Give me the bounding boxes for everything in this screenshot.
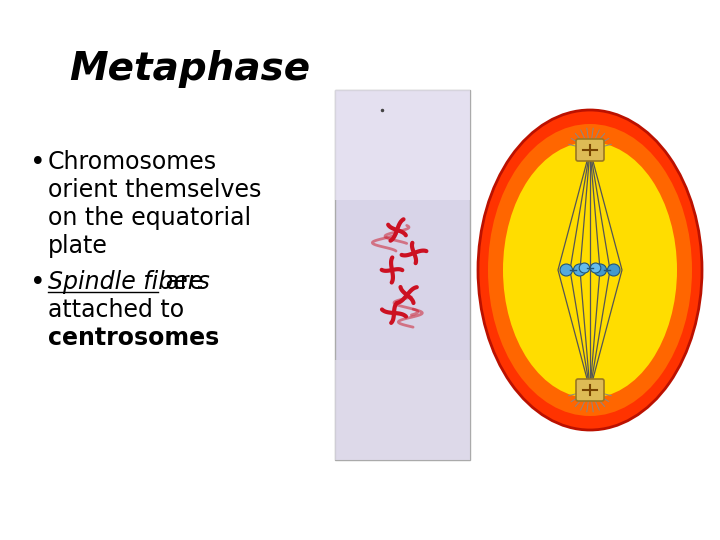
Bar bbox=[335, 90, 470, 460]
Ellipse shape bbox=[579, 263, 590, 273]
Text: centrosomes: centrosomes bbox=[48, 326, 220, 350]
Text: on the equatorial: on the equatorial bbox=[48, 206, 251, 230]
Text: are: are bbox=[158, 270, 204, 294]
Bar bbox=[335, 90, 470, 200]
Bar bbox=[335, 360, 470, 460]
Text: Spindle fibers: Spindle fibers bbox=[48, 270, 210, 294]
Text: plate: plate bbox=[48, 234, 108, 258]
Text: •: • bbox=[30, 270, 45, 296]
Text: attached to: attached to bbox=[48, 298, 184, 322]
FancyBboxPatch shape bbox=[576, 139, 604, 161]
Text: •: • bbox=[30, 150, 45, 176]
Ellipse shape bbox=[478, 110, 702, 430]
Ellipse shape bbox=[590, 263, 600, 273]
Ellipse shape bbox=[488, 124, 692, 416]
FancyBboxPatch shape bbox=[576, 379, 604, 401]
Text: Chromosomes: Chromosomes bbox=[48, 150, 217, 174]
Ellipse shape bbox=[574, 264, 586, 276]
Ellipse shape bbox=[503, 142, 677, 398]
Ellipse shape bbox=[594, 264, 606, 276]
Ellipse shape bbox=[560, 264, 572, 276]
Text: Metaphase: Metaphase bbox=[69, 50, 310, 88]
Text: orient themselves: orient themselves bbox=[48, 178, 261, 202]
Ellipse shape bbox=[608, 264, 620, 276]
